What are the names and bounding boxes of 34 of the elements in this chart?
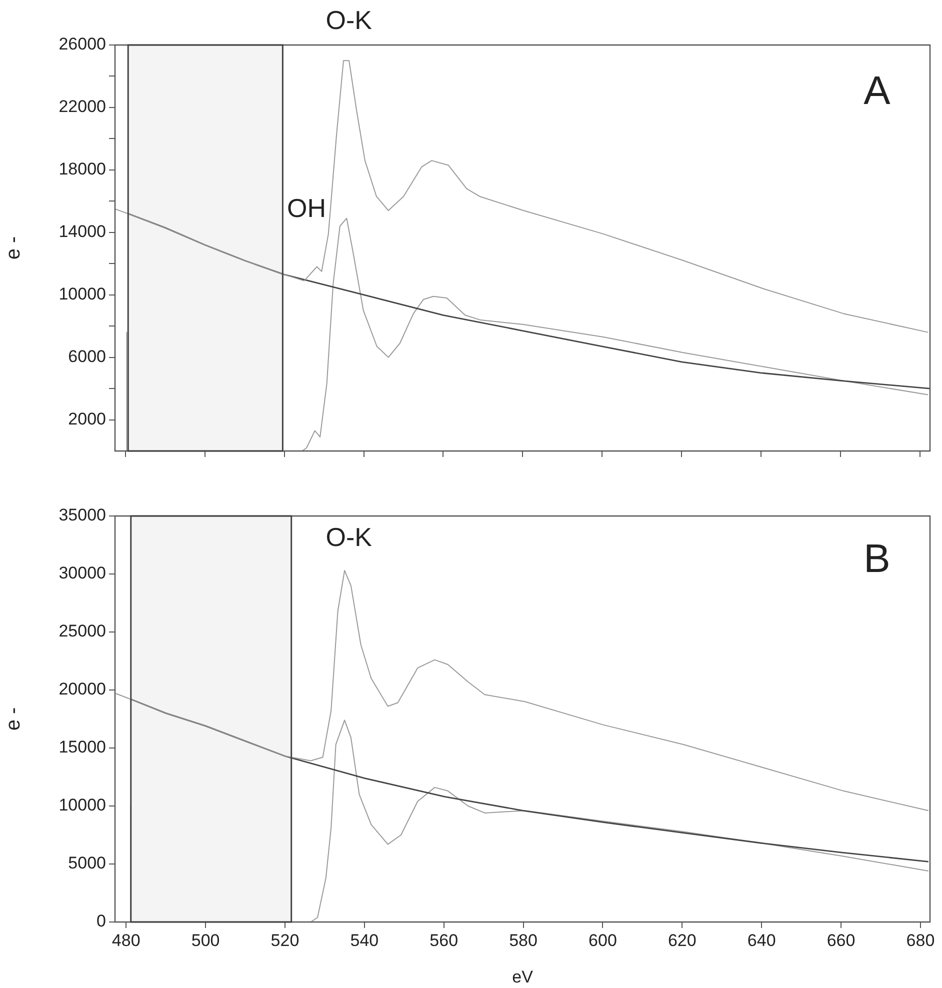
annotation: O-K [326, 522, 373, 552]
y-tick-label: 30000 [58, 564, 106, 583]
y-tick-label: 20000 [58, 680, 106, 699]
y-tick-label: 5000 [68, 854, 106, 873]
y-tick-label: 10000 [58, 284, 106, 304]
y-tick-label: 35000 [58, 506, 106, 525]
x-tick-label: 680 [906, 930, 935, 950]
x-tick-label: 540 [350, 930, 379, 950]
y-tick-label: 26000 [58, 34, 106, 54]
y-tick-label: 10000 [58, 796, 106, 815]
x-tick-label: 600 [588, 930, 617, 950]
y-tick-label: 15000 [58, 738, 106, 757]
x-tick-label: 620 [668, 930, 696, 950]
annotation: B [864, 537, 890, 582]
y-tick-label: 18000 [58, 160, 106, 179]
text: O-K [326, 5, 373, 36]
x-tick-label: 500 [191, 930, 220, 950]
y-tick-label: 6000 [68, 346, 106, 366]
x-tick-label: 660 [826, 930, 856, 950]
x-tick-label: 580 [509, 930, 538, 950]
annotation: A [864, 69, 891, 114]
y-tick-label: 0 [96, 912, 106, 931]
x-tick-label: 560 [430, 930, 458, 950]
y-axis-title: e - [2, 236, 25, 260]
y-tick-label: 14000 [58, 222, 106, 242]
y-tick-label: 22000 [58, 97, 106, 116]
y-axis-title: e - [2, 707, 25, 731]
x-tick-label: 520 [270, 930, 300, 950]
x-axis-title: eV [512, 967, 534, 986]
y-tick-label: 2000 [68, 409, 106, 428]
x-tick-label: 640 [747, 930, 776, 950]
annotation: OH [287, 193, 326, 224]
y-tick-label: 25000 [58, 622, 106, 641]
x-tick-label: 480 [112, 930, 140, 950]
